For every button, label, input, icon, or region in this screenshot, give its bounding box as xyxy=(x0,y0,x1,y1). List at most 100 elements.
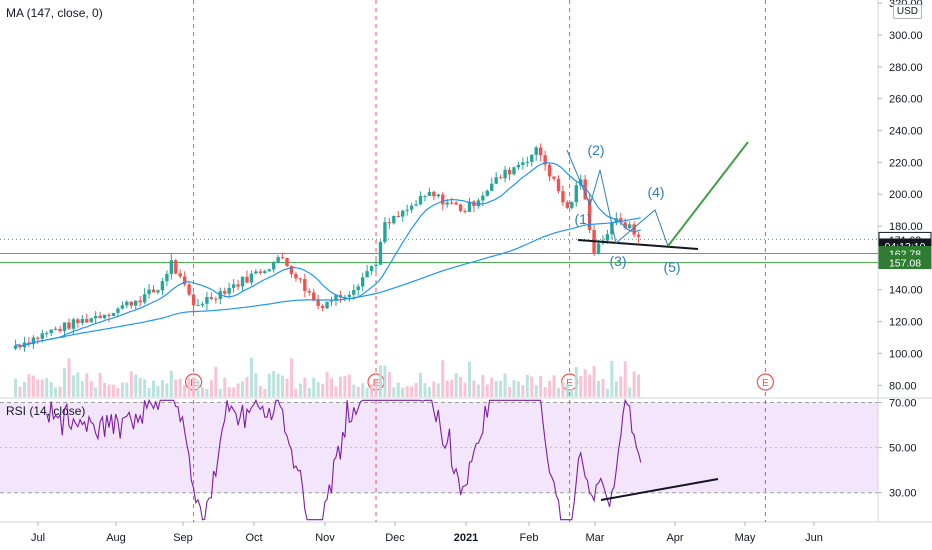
candle-body xyxy=(276,257,280,263)
volume-bar xyxy=(610,360,614,397)
volume-bar xyxy=(338,376,342,397)
candle-body xyxy=(320,305,325,309)
candle-body xyxy=(289,265,294,275)
candle-body xyxy=(521,162,525,165)
candle-body xyxy=(267,269,271,272)
candle-body xyxy=(236,284,240,287)
candle-body xyxy=(494,177,498,184)
volume-bar xyxy=(632,371,636,397)
time-axis-label-2021: 2021 xyxy=(454,532,478,544)
volume-bar xyxy=(107,384,111,397)
candle-body xyxy=(516,164,521,168)
candle-body xyxy=(378,242,383,265)
volume-bar xyxy=(628,387,632,397)
volume-bar xyxy=(263,388,267,397)
volume-bar xyxy=(214,366,218,397)
candle-body xyxy=(31,337,36,345)
volume-bar xyxy=(58,386,62,397)
candle-body xyxy=(476,200,481,207)
volume-bar xyxy=(138,377,142,397)
candle-body xyxy=(436,194,441,197)
volume-bar xyxy=(227,387,231,397)
volume-bar xyxy=(178,378,182,397)
candle-body xyxy=(587,199,592,231)
volume-bar xyxy=(192,377,196,397)
volume-bar xyxy=(152,380,156,397)
candle-body xyxy=(481,195,485,201)
volume-bar xyxy=(98,373,102,397)
candle-body xyxy=(111,312,116,316)
volume-bar xyxy=(27,374,31,397)
volume-bar xyxy=(463,382,467,397)
ma-147-line xyxy=(15,217,641,347)
volume-bar xyxy=(89,381,93,397)
volume-bar xyxy=(401,387,405,397)
candle-body xyxy=(18,345,22,348)
volume-bar xyxy=(325,371,329,397)
volume-bar xyxy=(307,387,311,397)
volume-bar xyxy=(387,372,391,397)
candle-body xyxy=(556,178,561,192)
candle-body xyxy=(605,234,610,241)
candle-body xyxy=(298,278,303,280)
candle-body xyxy=(507,169,512,175)
volume-bar xyxy=(54,387,58,397)
ma-short-line xyxy=(15,162,641,347)
price-axis-label: 220.00 xyxy=(889,157,923,169)
candle-body xyxy=(231,284,236,288)
candle-body xyxy=(583,179,587,200)
candle-body xyxy=(636,234,641,237)
volume-bar xyxy=(485,384,489,397)
candle-body xyxy=(120,305,125,309)
candle-body xyxy=(62,322,67,332)
candle-body xyxy=(58,328,62,332)
volume-bar xyxy=(601,379,605,397)
candle-body xyxy=(329,300,334,302)
candle-body xyxy=(619,218,623,223)
candle-body xyxy=(547,164,552,177)
volume-bar xyxy=(129,371,133,397)
volume-bar xyxy=(80,380,84,397)
volume-bar xyxy=(508,387,512,397)
time-axis-label-Oct: Oct xyxy=(245,532,262,544)
volume-bar xyxy=(356,386,360,397)
rsi-legend[interactable]: RSI (14, close) xyxy=(6,404,86,418)
time-axis-label-Apr: Apr xyxy=(666,532,683,544)
volume-bar xyxy=(223,377,227,397)
volume-bar xyxy=(40,379,44,397)
rsi-line xyxy=(46,398,642,521)
candle-body xyxy=(325,301,329,309)
volume-bar xyxy=(71,375,75,397)
volume-bar xyxy=(249,357,253,397)
volume-bar xyxy=(637,374,641,397)
ma-legend[interactable]: MA (147, close, 0) xyxy=(6,6,103,20)
candle-body xyxy=(423,195,427,197)
volume-bar xyxy=(467,361,471,397)
candle-body xyxy=(169,260,174,274)
candle-body xyxy=(53,328,58,330)
volume-bar xyxy=(459,376,463,397)
candle-body xyxy=(552,176,556,179)
volume-bar xyxy=(548,380,552,397)
candle-body xyxy=(98,315,102,319)
currency-badge[interactable]: USD xyxy=(892,4,922,19)
candle-body xyxy=(174,260,178,274)
volume-bar xyxy=(156,386,160,397)
volume-bar xyxy=(441,360,445,397)
wave-label-1: (1) xyxy=(574,211,591,227)
volume-bar xyxy=(530,376,534,397)
volume-bar xyxy=(592,366,596,397)
candle-body xyxy=(369,266,374,272)
candle-body xyxy=(409,205,414,210)
volume-bar xyxy=(205,388,209,397)
volume-bar xyxy=(378,365,382,397)
candle-body xyxy=(441,194,445,205)
volume-bar xyxy=(316,382,320,397)
volume-bar xyxy=(334,386,338,397)
volume-bar xyxy=(392,387,396,397)
volume-bar xyxy=(352,384,356,397)
candle-body xyxy=(214,298,218,300)
volume-bar xyxy=(312,377,316,397)
volume-bar xyxy=(432,381,436,397)
